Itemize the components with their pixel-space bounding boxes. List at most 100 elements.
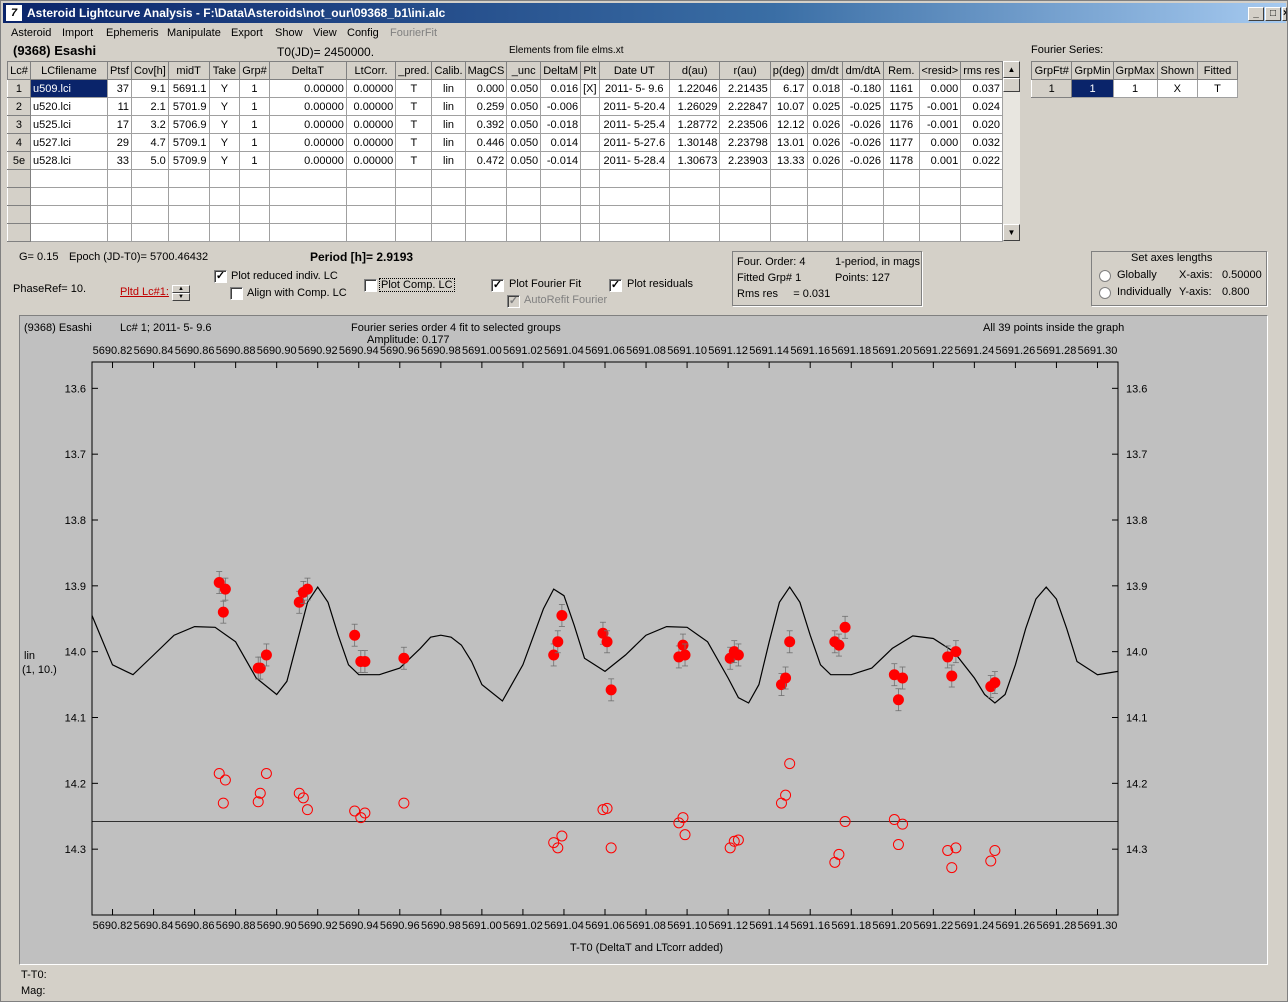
- lc-empty-cell[interactable]: [918, 169, 962, 188]
- fourier-col-header[interactable]: GrpMax: [1112, 61, 1158, 80]
- lc-cell[interactable]: 1177: [883, 133, 920, 152]
- lc-empty-cell[interactable]: [960, 205, 1003, 224]
- globally-radio[interactable]: [1099, 270, 1111, 282]
- lc-cell[interactable]: 1: [239, 115, 270, 134]
- lc-empty-cell[interactable]: [239, 223, 270, 242]
- lc-cell[interactable]: 0.026: [806, 151, 844, 170]
- menu-show[interactable]: Show: [275, 27, 303, 39]
- lc-cell[interactable]: -0.026: [842, 115, 885, 134]
- lc-cell[interactable]: 6.17: [769, 79, 808, 98]
- lc-cell[interactable]: [580, 151, 600, 170]
- lc-cell[interactable]: lin: [431, 133, 466, 152]
- lc-empty-cell[interactable]: [431, 169, 466, 188]
- lc-empty-cell[interactable]: [842, 169, 885, 188]
- scroll-thumb[interactable]: [1003, 78, 1020, 92]
- fourier-col-header[interactable]: GrpFt#: [1030, 61, 1073, 80]
- lc-empty-cell[interactable]: [130, 205, 169, 224]
- lc-empty-cell[interactable]: [769, 223, 808, 242]
- lc-cell[interactable]: 1178: [883, 151, 920, 170]
- lc-spinner[interactable]: ▲ ▼: [172, 285, 190, 302]
- lc-cell[interactable]: lin: [431, 79, 466, 98]
- lc-empty-cell[interactable]: [431, 223, 466, 242]
- lc-empty-row[interactable]: [7, 205, 1003, 224]
- lc-cell[interactable]: lin: [431, 115, 466, 134]
- lc-empty-cell[interactable]: [208, 205, 241, 224]
- lc-cell[interactable]: -0.025: [842, 97, 885, 116]
- plot-residuals-checkbox[interactable]: ✓: [609, 279, 622, 292]
- lc-cell[interactable]: lin: [431, 151, 466, 170]
- spin-down-icon[interactable]: ▼: [172, 293, 190, 301]
- lc-cell[interactable]: 1.30673: [669, 151, 721, 170]
- individually-radio[interactable]: [1099, 287, 1111, 299]
- lc-empty-cell[interactable]: [167, 187, 210, 206]
- lc-empty-cell[interactable]: [842, 187, 885, 206]
- lc-empty-cell[interactable]: [719, 205, 771, 224]
- lc-cell[interactable]: 0.050: [506, 133, 542, 152]
- lc-cell[interactable]: -0.026: [842, 133, 885, 152]
- lc-empty-cell[interactable]: [540, 169, 582, 188]
- lc-col-header[interactable]: DeltaM: [540, 61, 582, 80]
- lc-empty-cell[interactable]: [540, 187, 582, 206]
- lc-col-header[interactable]: dm/dt: [806, 61, 844, 80]
- lc-col-header[interactable]: Lc#: [7, 61, 31, 80]
- lc-cell[interactable]: T: [395, 115, 433, 134]
- lc-cell[interactable]: 1176: [883, 115, 920, 134]
- maximize-button[interactable]: □: [1265, 7, 1281, 21]
- lc-cell[interactable]: -0.001: [918, 97, 962, 116]
- lc-empty-cell[interactable]: [540, 223, 582, 242]
- menu-config[interactable]: Config: [347, 27, 379, 39]
- lc-empty-cell[interactable]: [268, 169, 347, 188]
- lc-empty-cell[interactable]: [345, 205, 397, 224]
- menu-export[interactable]: Export: [231, 27, 263, 39]
- lightcurve-chart[interactable]: (9368) Esashi Lc# 1; 2011- 5- 9.6 Fourie…: [20, 316, 1269, 966]
- fourier-cell[interactable]: X: [1156, 79, 1198, 98]
- lc-cell[interactable]: 13.01: [769, 133, 808, 152]
- lc-cell[interactable]: 4.7: [130, 133, 169, 152]
- lc-empty-cell[interactable]: [345, 223, 397, 242]
- lc-col-header[interactable]: dm/dtA: [842, 61, 885, 80]
- lc-cell[interactable]: 0.022: [960, 151, 1003, 170]
- lc-empty-cell[interactable]: [669, 223, 721, 242]
- lc-cell[interactable]: 0.00000: [268, 97, 347, 116]
- lc-cell[interactable]: 2011- 5-25.4: [598, 115, 671, 134]
- lc-cell[interactable]: u528.lci: [29, 151, 109, 170]
- lc-cell[interactable]: 0.00000: [268, 115, 347, 134]
- lc-empty-cell[interactable]: [806, 205, 844, 224]
- lc-empty-cell[interactable]: [395, 187, 433, 206]
- lc-col-header[interactable]: r(au): [719, 61, 771, 80]
- lc-empty-cell[interactable]: [769, 205, 808, 224]
- lc-cell[interactable]: 0.024: [960, 97, 1003, 116]
- lc-cell[interactable]: 37: [107, 79, 132, 98]
- lc-cell[interactable]: u527.lci: [29, 133, 109, 152]
- lc-empty-row[interactable]: [7, 169, 1003, 188]
- fourier-col-header[interactable]: Fitted: [1196, 61, 1239, 80]
- lc-col-header[interactable]: _unc: [506, 61, 542, 80]
- lc-empty-cell[interactable]: [345, 169, 397, 188]
- menu-ephemeris[interactable]: Ephemeris: [106, 27, 159, 39]
- lc-cell[interactable]: 0.00000: [268, 133, 347, 152]
- lc-cell[interactable]: 17: [107, 115, 132, 134]
- lc-empty-cell[interactable]: [883, 187, 920, 206]
- lc-cell[interactable]: [580, 97, 600, 116]
- fourier-cell[interactable]: 1: [1030, 79, 1073, 98]
- yaxis-value[interactable]: 0.800: [1222, 286, 1250, 298]
- lc-col-header[interactable]: _pred.: [395, 61, 433, 80]
- menu-fourierfit[interactable]: FourierFit: [390, 27, 438, 39]
- lc-empty-cell[interactable]: [107, 187, 132, 206]
- lc-cell[interactable]: 5.0: [130, 151, 169, 170]
- lc-cell[interactable]: 0.020: [960, 115, 1003, 134]
- lc-col-header[interactable]: Grp#: [239, 61, 270, 80]
- lightcurve-table[interactable]: Lc# LCfilename Ptsf Cov[h] midT Take Grp# Delta…: [7, 61, 1003, 242]
- lc-empty-cell[interactable]: [239, 187, 270, 206]
- autorefit-checkbox[interactable]: ✓: [507, 295, 520, 308]
- lc-cell[interactable]: 1: [7, 79, 31, 98]
- plot-fourier-checkbox[interactable]: ✓: [491, 279, 504, 292]
- lc-empty-cell[interactable]: [598, 223, 671, 242]
- lc-empty-cell[interactable]: [29, 187, 109, 206]
- menu-manipulate[interactable]: Manipulate: [167, 27, 221, 39]
- align-comp-checkbox[interactable]: [230, 287, 243, 300]
